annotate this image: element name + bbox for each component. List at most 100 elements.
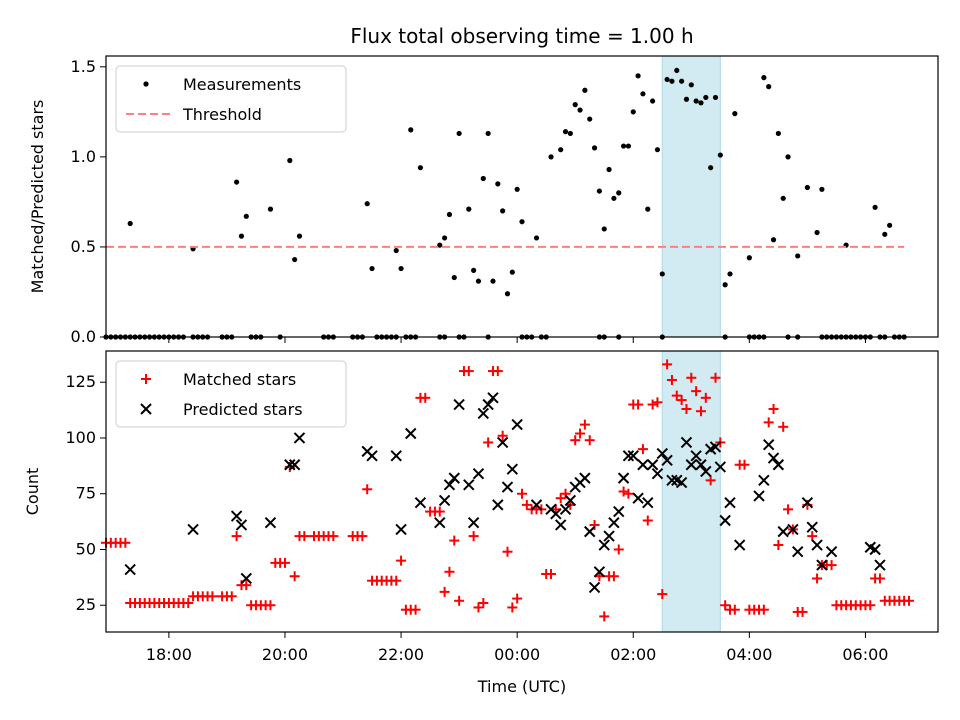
- matched-stars-point: [710, 372, 721, 383]
- predicted-stars-point-b: [603, 530, 615, 542]
- predicted-stars-point-b: [666, 474, 678, 487]
- predicted-stars-point: [656, 447, 668, 460]
- matched-stars-point: [502, 546, 513, 557]
- highlight-span-count: [661, 350, 721, 633]
- predicted-stars-point: [511, 418, 523, 431]
- predicted-stars-point-b: [758, 474, 770, 487]
- predicted-stars-point: [448, 472, 460, 484]
- predicted-stars-point-b: [124, 563, 136, 576]
- predicted-stars-point: [405, 427, 417, 440]
- matched-stars-point: [691, 386, 702, 397]
- matched-stars-point: [807, 531, 818, 542]
- predicted-stars-point: [501, 481, 514, 493]
- measurements-point: [364, 201, 370, 207]
- predicted-stars-point: [492, 499, 504, 511]
- matched-stars-point: [507, 602, 518, 613]
- measurements-point: [490, 278, 496, 284]
- predicted-stars-point: [366, 450, 378, 462]
- predicted-stars-point-b: [453, 398, 465, 411]
- matched-stars-point: [768, 403, 779, 414]
- measurements-point: [746, 255, 752, 261]
- predicted-stars-point: [724, 496, 736, 509]
- predicted-stars-point-b: [632, 492, 644, 504]
- axes-frame-ratio: [105, 55, 939, 338]
- matched-stars-point: [439, 586, 450, 597]
- predicted-stars-point-b: [492, 499, 504, 511]
- matched-stars-point: [812, 573, 823, 584]
- legend-swatch: [143, 81, 149, 87]
- matched-stars-point: [579, 419, 590, 430]
- predicted-stars-point-b: [646, 459, 659, 471]
- predicted-stars-point-b: [642, 496, 654, 509]
- x-tick-label: 00:00: [494, 645, 540, 664]
- series-matched-stars: [101, 359, 914, 622]
- predicted-stars-point: [869, 543, 881, 556]
- y-tick-label-ratio: 0.5: [71, 237, 96, 256]
- predicted-stars-point-b: [530, 499, 543, 511]
- y-tick-label-ratio: 1.5: [71, 57, 96, 76]
- predicted-stars-point: [690, 450, 702, 462]
- predicted-stars-point: [230, 510, 243, 522]
- measurements-point: [717, 152, 723, 158]
- predicted-stars-point-b: [627, 450, 639, 462]
- legend-swatch-b: [140, 403, 152, 415]
- x-tick-label: 04:00: [726, 645, 772, 664]
- predicted-stars-point-b: [284, 459, 296, 471]
- measurements-point: [562, 129, 569, 135]
- predicted-stars-point-b: [661, 454, 673, 466]
- legend-label: Threshold: [182, 105, 262, 124]
- matched-stars-point: [681, 403, 692, 414]
- legend-count: Matched stars Predicted stars: [115, 360, 347, 428]
- measurements-point: [732, 111, 738, 117]
- matched-stars-point: [434, 506, 445, 517]
- predicted-stars-point: [709, 441, 722, 453]
- legend-box: [115, 360, 347, 428]
- predicted-stars-point-b: [405, 427, 417, 440]
- matched-stars-point: [444, 566, 455, 577]
- predicted-stars-point: [622, 450, 635, 462]
- measurements-point: [451, 274, 457, 281]
- measurements-point: [408, 127, 414, 133]
- predicted-stars-point-b: [613, 505, 625, 518]
- measurements-point: [664, 76, 670, 83]
- matched-stars-point: [657, 589, 668, 600]
- measurements-point: [596, 188, 602, 194]
- matched-stars-point: [695, 406, 706, 417]
- predicted-stars-point: [787, 523, 799, 536]
- measurements-point: [471, 267, 477, 273]
- measurements-point: [882, 231, 888, 237]
- predicted-stars-point: [680, 436, 693, 449]
- measurements-point: [775, 130, 781, 137]
- predicted-stars-point: [284, 459, 296, 471]
- legend-label: Predicted stars: [183, 400, 303, 419]
- predicted-stars-point: [506, 463, 519, 475]
- predicted-stars-point-b: [598, 539, 610, 551]
- predicted-stars-point: [477, 407, 490, 420]
- matched-stars-point: [623, 488, 634, 499]
- measurements-point: [708, 165, 714, 171]
- measurements-point: [296, 233, 303, 239]
- measurements-point: [674, 67, 680, 74]
- predicted-stars-point-b: [811, 539, 823, 551]
- y-tick-label-ratio: 1.0: [71, 147, 96, 166]
- matched-stars-point: [226, 591, 237, 602]
- matched-stars-point: [517, 488, 527, 499]
- matched-stars-point: [589, 519, 600, 530]
- matched-stars-point: [512, 593, 523, 604]
- predicted-stars-point: [554, 519, 567, 531]
- matched-stars-point: [396, 555, 407, 566]
- matched-stars-point: [618, 486, 629, 497]
- matched-stars-point: [637, 444, 648, 455]
- measurements-point: [393, 247, 399, 254]
- measurements-point: [587, 116, 593, 122]
- measurements-point: [650, 98, 656, 104]
- measurements-point: [485, 130, 491, 137]
- predicted-stars-point-b: [506, 463, 519, 475]
- measurements-point: [688, 82, 694, 88]
- measurements-point: [611, 195, 617, 201]
- predicted-stars-point-b: [288, 459, 301, 471]
- matched-stars-point: [720, 600, 731, 611]
- predicted-stars-point: [584, 525, 596, 538]
- legend-box: [115, 65, 347, 133]
